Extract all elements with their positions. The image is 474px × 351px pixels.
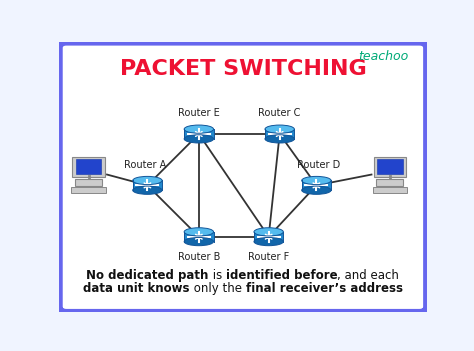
Text: Router D: Router D xyxy=(297,160,340,170)
FancyBboxPatch shape xyxy=(73,157,105,177)
FancyBboxPatch shape xyxy=(373,187,407,193)
Ellipse shape xyxy=(301,177,331,185)
FancyBboxPatch shape xyxy=(377,159,403,174)
Ellipse shape xyxy=(184,125,213,133)
FancyBboxPatch shape xyxy=(75,179,102,186)
Text: Router C: Router C xyxy=(258,108,301,118)
Text: Router E: Router E xyxy=(178,108,220,118)
Ellipse shape xyxy=(254,228,283,236)
Polygon shape xyxy=(133,180,162,190)
FancyBboxPatch shape xyxy=(376,179,403,186)
Ellipse shape xyxy=(184,238,213,246)
Text: only the: only the xyxy=(190,282,246,294)
Polygon shape xyxy=(254,232,283,241)
Ellipse shape xyxy=(265,125,294,133)
Ellipse shape xyxy=(133,186,162,194)
Polygon shape xyxy=(301,180,331,190)
Polygon shape xyxy=(184,232,213,241)
Text: PACKET SWITCHING: PACKET SWITCHING xyxy=(119,59,366,79)
Text: Router A: Router A xyxy=(125,160,167,170)
Text: is: is xyxy=(209,270,226,283)
Text: , and each: , and each xyxy=(337,270,400,283)
Text: Router B: Router B xyxy=(178,252,220,263)
Ellipse shape xyxy=(301,186,331,194)
Ellipse shape xyxy=(265,135,294,143)
Ellipse shape xyxy=(133,177,162,185)
Text: final receiver’s address: final receiver’s address xyxy=(246,282,402,294)
Ellipse shape xyxy=(184,228,213,236)
Text: Router F: Router F xyxy=(248,252,289,263)
FancyBboxPatch shape xyxy=(374,157,406,177)
Polygon shape xyxy=(184,129,213,139)
Text: teachoo: teachoo xyxy=(358,50,408,63)
Text: No dedicated path: No dedicated path xyxy=(86,270,209,283)
Polygon shape xyxy=(265,129,294,139)
Ellipse shape xyxy=(184,135,213,143)
FancyBboxPatch shape xyxy=(71,187,106,193)
FancyBboxPatch shape xyxy=(59,42,427,312)
Ellipse shape xyxy=(254,238,283,246)
Text: identified before: identified before xyxy=(226,270,337,283)
FancyBboxPatch shape xyxy=(76,159,101,174)
Text: data unit knows: data unit knows xyxy=(83,282,190,294)
